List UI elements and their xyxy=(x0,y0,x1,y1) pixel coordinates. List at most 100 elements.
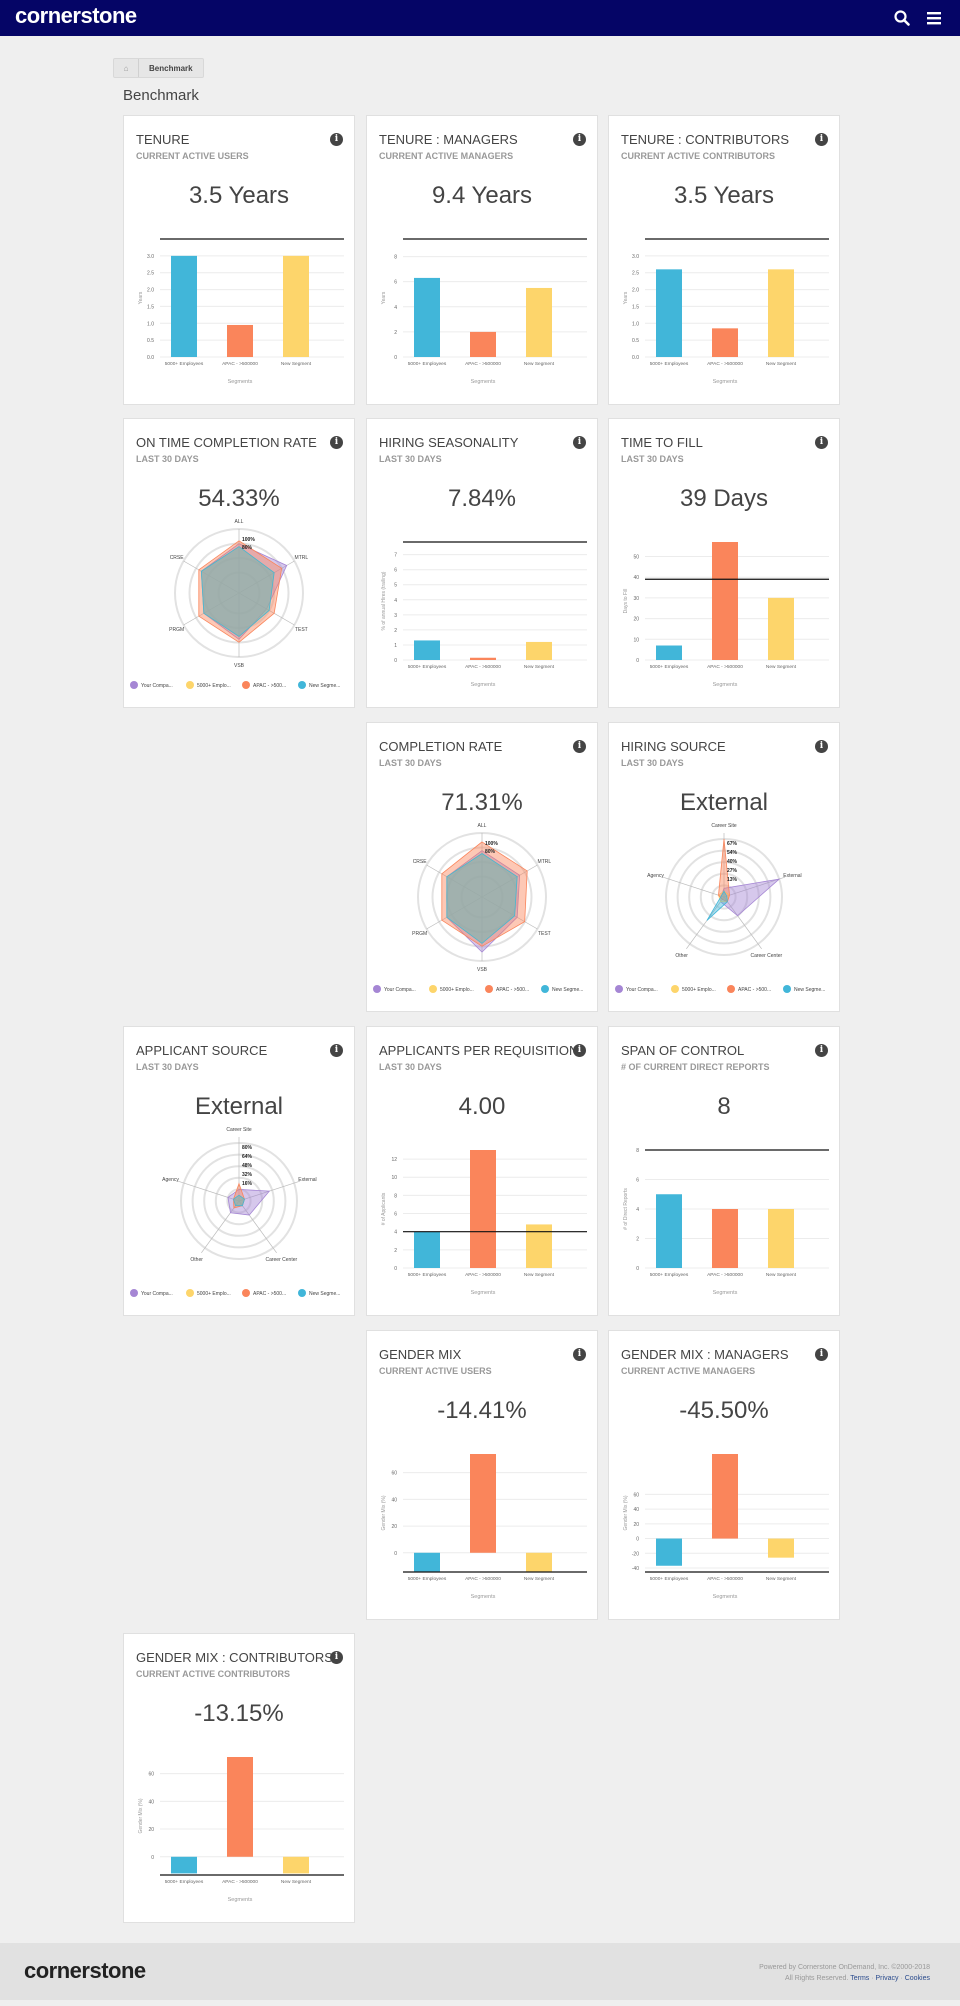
radar-axis-label: Career Center xyxy=(750,953,782,959)
radar-series-area[interactable] xyxy=(446,853,518,944)
info-icon[interactable]: i xyxy=(573,133,586,146)
legend-marker[interactable] xyxy=(186,1289,194,1297)
bar[interactable] xyxy=(414,277,440,357)
radar-ring-label: 27% xyxy=(727,868,738,874)
legend-marker[interactable] xyxy=(485,985,493,993)
info-icon[interactable]: i xyxy=(815,1044,828,1057)
bar[interactable] xyxy=(470,657,496,660)
cookies-link[interactable]: Cookies xyxy=(904,1975,930,1982)
metric-card-tenure: TENURE CURRENT ACTIVE USERS i 3.5 Years 0.0 0… xyxy=(123,115,355,405)
legend-label: New Segme... xyxy=(309,683,340,689)
radar-series-area[interactable] xyxy=(198,540,283,643)
legend-marker[interactable] xyxy=(242,681,250,689)
legend-marker[interactable] xyxy=(186,681,194,689)
chart: ALL MTRL TEST VSB PRGM CRSE 100% 80% Your Compa.… xyxy=(373,823,583,993)
bar[interactable] xyxy=(712,542,738,660)
legend-marker[interactable] xyxy=(615,985,623,993)
info-icon[interactable]: i xyxy=(330,133,343,146)
bar[interactable] xyxy=(526,1552,552,1572)
info-icon[interactable]: i xyxy=(815,740,828,753)
footer-copyright: Powered by Cornerstone OnDemand, Inc. ©2… xyxy=(759,1964,930,1982)
info-icon[interactable]: i xyxy=(573,436,586,449)
legend-marker[interactable] xyxy=(242,1289,250,1297)
radar-series-area[interactable] xyxy=(233,1182,245,1209)
info-icon[interactable]: i xyxy=(330,436,343,449)
legend-marker[interactable] xyxy=(130,1289,138,1297)
legend-marker[interactable] xyxy=(298,1289,306,1297)
bar[interactable] xyxy=(768,597,794,660)
x-tick-label: 5000+ Employees xyxy=(165,1879,204,1885)
terms-link[interactable]: Terms xyxy=(850,1975,870,1982)
y-tick-label: 2.5 xyxy=(147,271,154,277)
y-tick-label: 0 xyxy=(636,1537,639,1543)
legend-marker[interactable] xyxy=(727,985,735,993)
bar[interactable] xyxy=(526,1224,552,1268)
bar[interactable] xyxy=(283,255,309,357)
radar-series-area[interactable] xyxy=(233,1194,245,1207)
legend-marker[interactable] xyxy=(130,681,138,689)
bar[interactable] xyxy=(414,640,440,660)
bar[interactable] xyxy=(712,1454,738,1539)
bar[interactable] xyxy=(414,1552,440,1572)
radar-axis-label: Career Site xyxy=(226,1127,252,1133)
legend-label: 5000+ Emplo... xyxy=(197,1291,231,1297)
breadcrumb-benchmark[interactable]: Benchmark xyxy=(149,63,193,73)
bar[interactable] xyxy=(712,328,738,357)
bar[interactable] xyxy=(768,269,794,357)
hamburger-menu-icon[interactable] xyxy=(925,9,943,27)
legend-marker[interactable] xyxy=(783,985,791,993)
bar[interactable] xyxy=(171,1856,197,1874)
legend-marker[interactable] xyxy=(298,681,306,689)
bar[interactable] xyxy=(526,287,552,357)
bar[interactable] xyxy=(227,1757,253,1857)
cornerstone-logo[interactable]: cornerstone xyxy=(15,3,137,28)
bar[interactable] xyxy=(656,269,682,357)
legend-marker[interactable] xyxy=(373,985,381,993)
radar-series-area[interactable] xyxy=(441,841,528,947)
footer-logo[interactable]: cornerstone xyxy=(24,1958,146,1983)
bar[interactable] xyxy=(171,255,197,357)
info-icon[interactable]: i xyxy=(573,1044,586,1057)
radar-series-area[interactable] xyxy=(706,890,728,921)
y-tick-label: 0.5 xyxy=(632,338,639,344)
legend-marker[interactable] xyxy=(429,985,437,993)
bar[interactable] xyxy=(414,1231,440,1268)
privacy-link[interactable]: Privacy xyxy=(875,1975,899,1982)
x-tick-label: New Segment xyxy=(766,664,797,670)
search-icon[interactable] xyxy=(893,9,911,27)
info-icon[interactable]: i xyxy=(330,1651,343,1664)
bar[interactable] xyxy=(283,1856,309,1874)
x-axis-title: Segments xyxy=(713,1290,738,1296)
info-icon[interactable]: i xyxy=(815,436,828,449)
legend-marker[interactable] xyxy=(541,985,549,993)
bar[interactable] xyxy=(470,1454,496,1553)
bar[interactable] xyxy=(656,1194,682,1268)
y-tick-label: 8 xyxy=(394,255,397,261)
bar[interactable] xyxy=(470,1150,496,1268)
radar-ring-label: 16% xyxy=(242,1181,253,1187)
bar[interactable] xyxy=(526,641,552,660)
info-icon[interactable]: i xyxy=(330,1044,343,1057)
radar-axis-label: External xyxy=(298,1177,316,1183)
x-tick-label: New Segment xyxy=(281,1879,312,1885)
home-icon[interactable]: ⌂ xyxy=(114,59,139,77)
bar[interactable] xyxy=(656,1538,682,1566)
radar-ring-label: 100% xyxy=(485,841,498,847)
info-icon[interactable]: i xyxy=(573,1348,586,1361)
radar-series-area[interactable] xyxy=(200,546,275,638)
radar-series-area[interactable] xyxy=(718,838,730,903)
bar[interactable] xyxy=(768,1538,794,1558)
legend-marker[interactable] xyxy=(671,985,679,993)
bar[interactable] xyxy=(470,331,496,357)
info-icon[interactable]: i xyxy=(815,1348,828,1361)
info-icon[interactable]: i xyxy=(815,133,828,146)
metric-value: 4.00 xyxy=(458,1093,506,1120)
bar[interactable] xyxy=(656,645,682,660)
y-tick-label: 40 xyxy=(633,1507,639,1513)
page-title: Benchmark xyxy=(123,87,199,104)
info-icon[interactable]: i xyxy=(573,740,586,753)
bar[interactable] xyxy=(227,324,253,357)
radar-axis-label: External xyxy=(783,873,801,879)
bar[interactable] xyxy=(712,1209,738,1268)
bar[interactable] xyxy=(768,1209,794,1268)
